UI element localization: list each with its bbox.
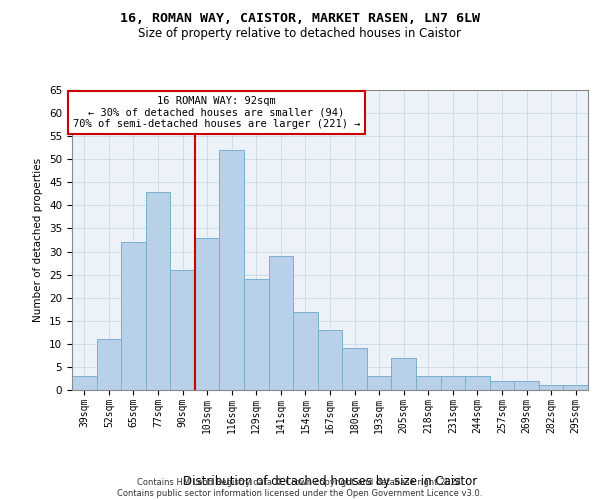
- Bar: [244, 279, 269, 390]
- Bar: [97, 339, 121, 390]
- Bar: [391, 358, 416, 390]
- Bar: [72, 376, 97, 390]
- Text: Contains HM Land Registry data © Crown copyright and database right 2024.
Contai: Contains HM Land Registry data © Crown c…: [118, 478, 482, 498]
- Bar: [367, 376, 391, 390]
- Bar: [465, 376, 490, 390]
- Bar: [416, 376, 440, 390]
- X-axis label: Distribution of detached houses by size in Caistor: Distribution of detached houses by size …: [183, 474, 477, 488]
- Bar: [342, 348, 367, 390]
- Bar: [440, 376, 465, 390]
- Text: 16 ROMAN WAY: 92sqm
← 30% of detached houses are smaller (94)
70% of semi-detach: 16 ROMAN WAY: 92sqm ← 30% of detached ho…: [73, 96, 360, 129]
- Bar: [121, 242, 146, 390]
- Text: 16, ROMAN WAY, CAISTOR, MARKET RASEN, LN7 6LW: 16, ROMAN WAY, CAISTOR, MARKET RASEN, LN…: [120, 12, 480, 26]
- Bar: [563, 386, 588, 390]
- Bar: [490, 381, 514, 390]
- Bar: [195, 238, 220, 390]
- Bar: [170, 270, 195, 390]
- Bar: [514, 381, 539, 390]
- Y-axis label: Number of detached properties: Number of detached properties: [34, 158, 43, 322]
- Bar: [539, 386, 563, 390]
- Bar: [220, 150, 244, 390]
- Bar: [269, 256, 293, 390]
- Bar: [293, 312, 318, 390]
- Text: Size of property relative to detached houses in Caistor: Size of property relative to detached ho…: [139, 28, 461, 40]
- Bar: [146, 192, 170, 390]
- Bar: [318, 330, 342, 390]
